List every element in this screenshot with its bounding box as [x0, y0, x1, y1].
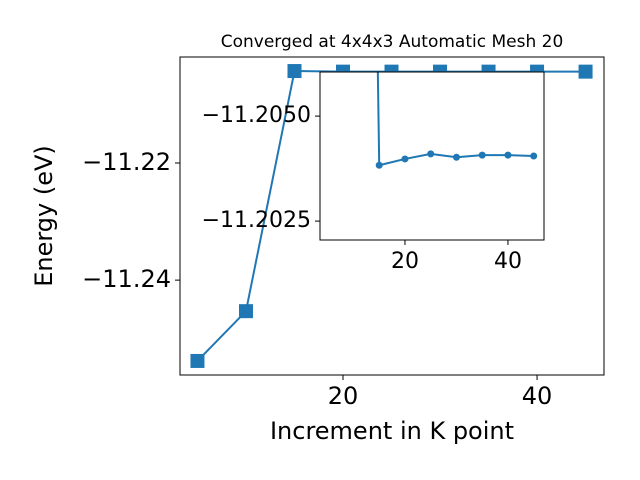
marker — [578, 64, 593, 79]
marker — [190, 353, 205, 368]
x-tick-label: 40 — [494, 249, 522, 274]
marker — [478, 151, 486, 159]
chart-title: Converged at 4x4x3 Automatic Mesh 20 — [221, 32, 564, 52]
marker — [504, 151, 512, 159]
line — [376, 72, 534, 167]
x-tick-label: 20 — [328, 382, 359, 410]
series — [375, 72, 538, 169]
marker — [530, 152, 538, 160]
marker — [452, 153, 460, 161]
axes-frame — [179, 56, 605, 376]
axes-frame — [319, 71, 545, 241]
marker — [287, 64, 302, 79]
x-tick-label: 40 — [522, 382, 553, 410]
y-tick-label: −11.2050 — [202, 103, 311, 128]
y-tick-label: −11.24 — [82, 265, 171, 293]
y-axis-label: Energy (eV) — [30, 145, 58, 287]
x-tick-label: 20 — [391, 249, 419, 274]
y-tick-label: −11.2025 — [202, 208, 311, 233]
x-axis-label: Increment in K point — [270, 417, 514, 445]
y-tick-label: −11.22 — [82, 148, 171, 176]
marker — [401, 155, 409, 163]
marker — [427, 150, 435, 158]
marker — [238, 304, 253, 319]
marker — [375, 161, 383, 169]
